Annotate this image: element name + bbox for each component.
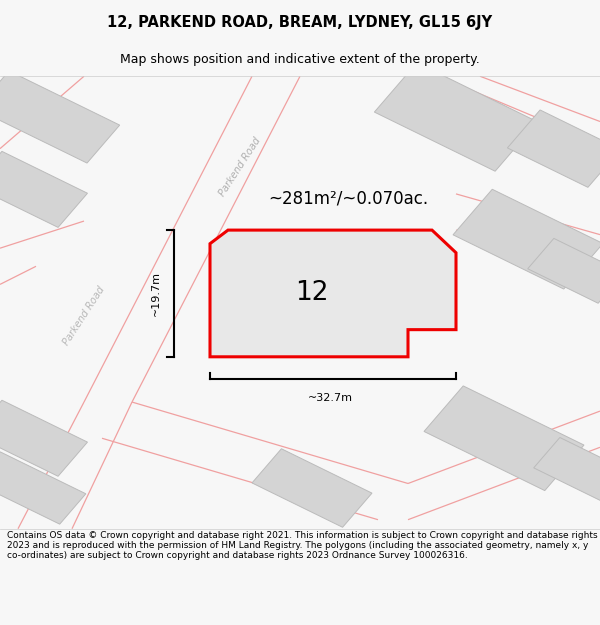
Polygon shape bbox=[0, 71, 119, 163]
Text: Contains OS data © Crown copyright and database right 2021. This information is : Contains OS data © Crown copyright and d… bbox=[7, 531, 598, 561]
Text: Parkend Road: Parkend Road bbox=[217, 136, 263, 198]
Polygon shape bbox=[0, 400, 88, 476]
Polygon shape bbox=[534, 438, 600, 503]
Polygon shape bbox=[508, 110, 600, 188]
Polygon shape bbox=[210, 230, 456, 357]
Text: ~19.7m: ~19.7m bbox=[151, 271, 161, 316]
Text: ~281m²/~0.070ac.: ~281m²/~0.070ac. bbox=[268, 189, 428, 208]
Polygon shape bbox=[252, 449, 372, 528]
Polygon shape bbox=[424, 386, 584, 491]
Text: Map shows position and indicative extent of the property.: Map shows position and indicative extent… bbox=[120, 53, 480, 66]
Text: ~32.7m: ~32.7m bbox=[308, 392, 353, 402]
Polygon shape bbox=[453, 189, 600, 289]
Text: Parkend Road: Parkend Road bbox=[61, 285, 107, 348]
Text: 12: 12 bbox=[295, 281, 329, 306]
Text: 12, PARKEND ROAD, BREAM, LYDNEY, GL15 6JY: 12, PARKEND ROAD, BREAM, LYDNEY, GL15 6J… bbox=[107, 15, 493, 30]
Polygon shape bbox=[0, 452, 86, 524]
Polygon shape bbox=[0, 151, 88, 228]
Polygon shape bbox=[528, 238, 600, 303]
Polygon shape bbox=[374, 62, 538, 171]
